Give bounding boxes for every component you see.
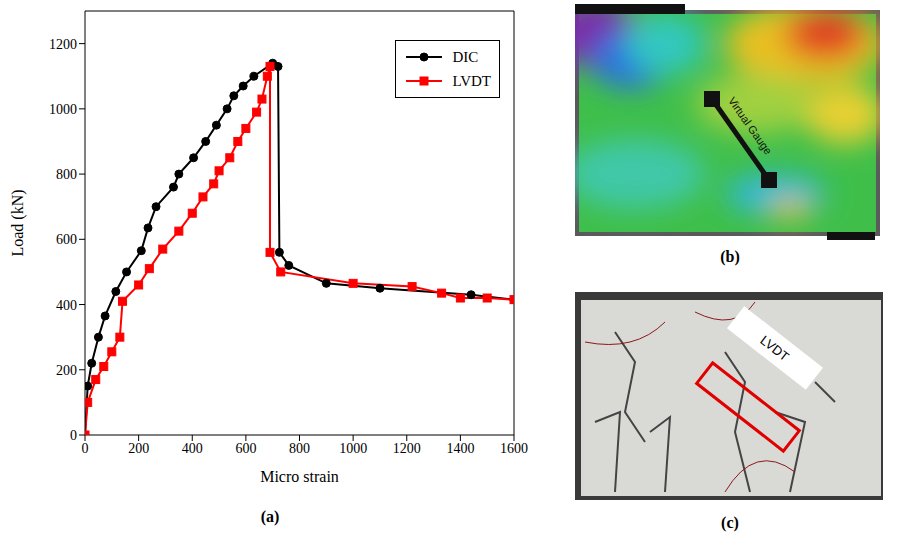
svg-text:1000: 1000	[339, 441, 367, 456]
svg-text:800: 800	[56, 167, 77, 182]
svg-text:400: 400	[182, 441, 203, 456]
html-text:(b): (b)	[720, 248, 740, 265]
svg-text:400: 400	[56, 298, 77, 313]
svg-text:1200: 1200	[49, 37, 77, 52]
svg-text:1200: 1200	[393, 441, 421, 456]
svg-text:1000: 1000	[49, 102, 77, 117]
svg-text:Load (kN): Load (kN)	[9, 189, 27, 256]
svg-text:Micro strain: Micro strain	[260, 468, 339, 485]
svg-text:200: 200	[128, 441, 149, 456]
html-text:DIC: DIC	[452, 48, 479, 65]
html-text:(c): (c)	[721, 514, 739, 531]
svg-text:LVDT: LVDT	[757, 333, 792, 365]
svg-text:1600: 1600	[500, 441, 528, 456]
svg-text:Virtual Gauge: Virtual Gauge	[726, 95, 774, 157]
html-text:(a): (a)	[260, 508, 280, 525]
svg-text:600: 600	[235, 441, 256, 456]
html-text:LVDT: LVDT	[452, 72, 491, 89]
svg-text:0: 0	[70, 428, 77, 443]
svg-text:1400: 1400	[446, 441, 474, 456]
svg-text:800: 800	[289, 441, 310, 456]
svg-text:600: 600	[56, 232, 77, 247]
svg-text:200: 200	[56, 363, 77, 378]
svg-text:0: 0	[82, 441, 89, 456]
